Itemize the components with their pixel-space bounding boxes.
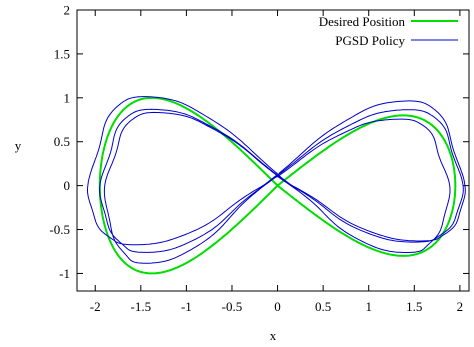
- series-desired-position-line: [98, 96, 457, 275]
- x-tick-label: 1: [365, 299, 372, 314]
- x-tick-label: 1.5: [406, 299, 422, 314]
- legend-label-pgsd-policy: PGSD Policy: [335, 33, 405, 48]
- x-tick-label: 0.5: [315, 299, 331, 314]
- y-tick-label: 1.5: [54, 46, 70, 61]
- y-axis-ticks: 2 1.5 1 0.5 0 -0.5 -1: [49, 3, 469, 281]
- x-tick-label: -2: [90, 299, 101, 314]
- y-tick-label: 0.5: [54, 134, 70, 149]
- x-axis-ticks: -2 -1.5 -1 -0.5 0 0.5 1 1.5 2: [90, 10, 463, 314]
- plot-area-frame: [76, 9, 470, 292]
- y-tick-label: -0.5: [49, 222, 70, 237]
- y-tick-label: 2: [64, 3, 71, 18]
- x-tick-label: -1.5: [131, 299, 152, 314]
- y-tick-label: 1: [64, 90, 71, 105]
- x-tick-label: -0.5: [222, 299, 243, 314]
- x-tick-label: 0: [274, 299, 281, 314]
- x-tick-label: -1: [181, 299, 192, 314]
- plot-curves: [87, 96, 466, 275]
- series-pgsd-policy-line: [87, 96, 466, 264]
- y-tick-label: 0: [64, 178, 71, 193]
- x-tick-label: 2: [457, 299, 464, 314]
- y-axis-title: y: [15, 138, 22, 153]
- x-axis-title: x: [270, 328, 277, 343]
- y-tick-label: -1: [59, 266, 70, 281]
- legend: Desired Position PGSD Policy: [319, 14, 458, 48]
- legend-label-desired-position: Desired Position: [319, 14, 406, 29]
